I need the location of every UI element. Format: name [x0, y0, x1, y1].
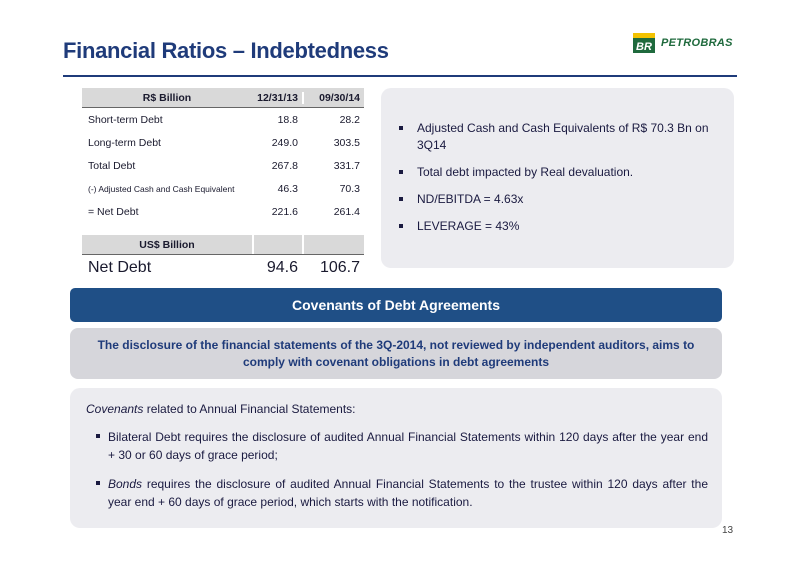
table-row: (-) Adjusted Cash and Cash Equivalent 46… [82, 177, 364, 200]
covenant-item-text: requires the disclosure of audited Annua… [108, 477, 708, 509]
row-value-2: 106.7 [319, 258, 360, 276]
header-usd: US$ Billion [82, 235, 252, 254]
table-row: Total Debt 267.8 331.7 [82, 154, 364, 177]
logo-wordmark: PETROBRAS [661, 37, 733, 49]
table-row: Short-term Debt 18.8 28.2 [82, 108, 364, 131]
row-value-2: 70.3 [339, 182, 360, 195]
row-label: Long-term Debt [88, 136, 161, 149]
highlights-panel: Adjusted Cash and Cash Equivalents of R$… [381, 88, 734, 268]
table-row: Net Debt 94.6 106.7 [82, 256, 364, 279]
table-row: Long-term Debt 249.0 303.5 [82, 131, 364, 154]
row-label: Short-term Debt [88, 113, 163, 126]
covenant-item: Bonds requires the disclosure of audited… [96, 475, 708, 511]
usd-table-divider [82, 254, 364, 255]
row-label: Net Debt [88, 258, 152, 276]
covenant-item-italic: Bonds [108, 477, 143, 491]
debt-table-header: R$ Billion 12/31/13 09/30/14 [82, 88, 364, 107]
row-value-2: 28.2 [339, 113, 360, 126]
table-divider [82, 107, 364, 108]
row-value-1: 18.8 [277, 113, 298, 126]
row-value-1: 267.8 [271, 159, 298, 172]
row-label: = Net Debt [88, 205, 139, 218]
header-date-2: 09/30/14 [302, 91, 364, 104]
row-value-1: 221.6 [271, 205, 298, 218]
covenants-intro-italic: Covenants [86, 402, 144, 416]
row-value-2: 303.5 [333, 136, 360, 149]
row-value-1: 46.3 [277, 182, 298, 195]
table-row: = Net Debt 221.6 261.4 [82, 200, 364, 223]
covenants-intro-text: related to Annual Financial Statements: [143, 402, 356, 416]
disclosure-note: The disclosure of the financial statemen… [70, 328, 722, 379]
covenants-panel: Covenants related to Annual Financial St… [70, 388, 722, 528]
highlight-item: ND/EBITDA = 4.63x [399, 191, 714, 208]
covenants-banner: Covenants of Debt Agreements [70, 288, 722, 322]
usd-table-header: US$ Billion [82, 235, 364, 254]
highlight-item: Total debt impacted by Real devaluation. [399, 164, 714, 181]
covenant-item: Bilateral Debt requires the disclosure o… [96, 428, 708, 464]
br-logo-icon: BR [633, 33, 655, 53]
highlight-item: Adjusted Cash and Cash Equivalents of R$… [399, 120, 714, 154]
debt-table: R$ Billion 12/31/13 09/30/14 Short-term … [82, 88, 364, 223]
row-value-1: 94.6 [266, 258, 298, 276]
petrobras-logo: BR PETROBRAS [633, 33, 733, 53]
highlight-item: LEVERAGE = 43% [399, 218, 714, 235]
covenants-intro: Covenants related to Annual Financial St… [86, 401, 708, 418]
title-divider [63, 75, 737, 77]
row-label: (-) Adjusted Cash and Cash Equivalent [88, 183, 235, 194]
header-currency: R$ Billion [142, 91, 192, 104]
header-blank-2 [302, 235, 364, 254]
header-date-1: 12/31/13 [257, 91, 298, 104]
header-blank-1 [252, 235, 302, 254]
page-number: 13 [722, 525, 734, 536]
row-label: Total Debt [88, 159, 136, 172]
row-value-1: 249.0 [271, 136, 298, 149]
row-value-2: 331.7 [333, 159, 360, 172]
svg-text:BR: BR [636, 41, 652, 53]
row-value-2: 261.4 [333, 205, 360, 218]
page-title: Financial Ratios – Indebtedness [63, 38, 389, 63]
